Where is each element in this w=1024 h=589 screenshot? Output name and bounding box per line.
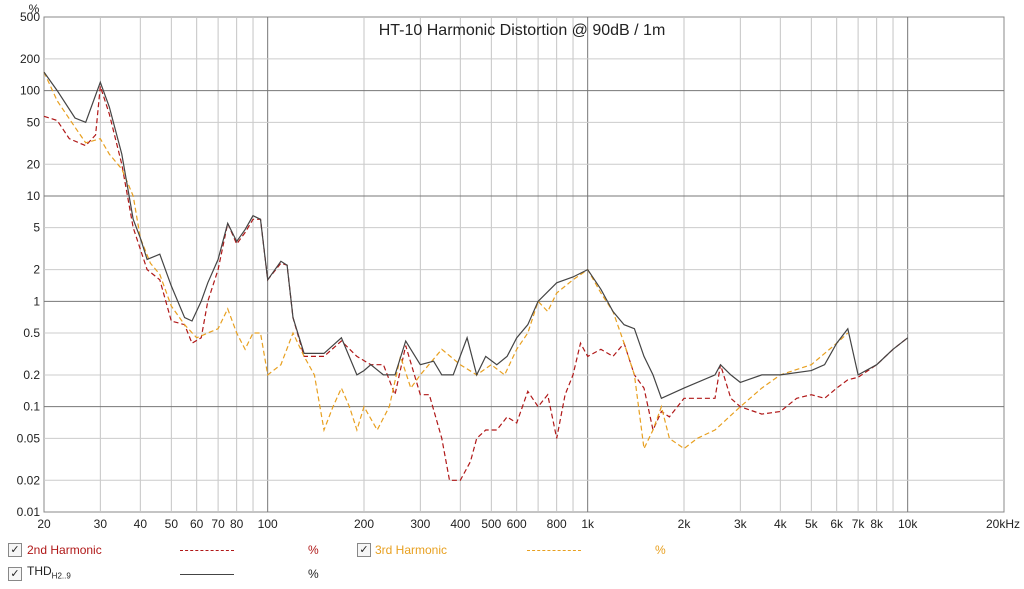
y-tick-label: 0.02 [17, 473, 41, 487]
x-tick-label: 7k [852, 517, 866, 531]
series-line-2nd-harmonic [43, 86, 909, 481]
x-tick-label: 600 [507, 517, 527, 531]
x-tick-label: 500 [481, 517, 501, 531]
chart-title: HT-10 Harmonic Distortion @ 90dB / 1m [379, 22, 666, 39]
x-tick-label: 8k [870, 517, 884, 531]
legend-unit-2nd-harmonic: % [308, 543, 319, 557]
legend-label-2nd-harmonic: 2nd Harmonic [27, 543, 102, 557]
x-tick-label: 10k [898, 517, 918, 531]
plot-area [43, 16, 1005, 513]
y-axis-unit-label: % [29, 2, 40, 16]
y-tick-label: 50 [27, 115, 41, 129]
y-tick-label: 500 [20, 10, 40, 24]
y-tick-label: 100 [20, 84, 40, 98]
y-tick-label: 10 [27, 189, 41, 203]
y-tick-label: 20 [27, 157, 41, 171]
y-tick-label: 0.1 [23, 400, 40, 414]
chart-tick-labels: 20 30 40 50 60 70 80 100 200 300 400 500 600 800 1k 2k 3… [17, 10, 1020, 531]
legend-checkbox-3rd-harmonic[interactable]: ✓ [357, 543, 371, 557]
x-tick-label: 1k [581, 517, 595, 531]
chart-legend: ✓ 2nd Harmonic % ✓ 3rd Harmonic % ✓ THDH… [0, 538, 1024, 589]
x-tick-label: 70 [211, 517, 225, 531]
y-tick-label: 0.2 [23, 368, 40, 382]
x-tick-label: 4k [774, 517, 788, 531]
series-line-thd-h2-9 [43, 71, 909, 400]
chart-series-group [43, 71, 909, 481]
legend-line-2nd-harmonic [180, 550, 234, 551]
y-tick-label: 1 [33, 294, 40, 308]
x-tick-label: 50 [165, 517, 179, 531]
x-tick-label: 6k [830, 517, 844, 531]
legend-line-3rd-harmonic [527, 550, 581, 551]
y-tick-label: 5 [33, 221, 40, 235]
x-tick-label: 40 [134, 517, 148, 531]
legend-label-thd-main: THD [27, 564, 52, 578]
legend-label-thd-sub: H2..9 [51, 571, 71, 581]
distortion-chart: 20 30 40 50 60 70 80 100 200 300 400 500 600 800 1k 2k 3… [17, 2, 1020, 531]
series-line-3rd-harmonic [43, 71, 849, 451]
x-tick-label: 400 [450, 517, 470, 531]
legend-unit-3rd-harmonic: % [655, 543, 666, 557]
x-tick-label: 800 [547, 517, 567, 531]
x-tick-label: 20 [37, 517, 51, 531]
legend-line-thd [180, 574, 234, 575]
legend-label-thd: THDH2..9 [27, 563, 71, 584]
x-tick-label: 80 [230, 517, 244, 531]
x-tick-label: 100 [258, 517, 278, 531]
y-tick-label: 0.05 [17, 431, 41, 445]
legend-unit-thd: % [308, 567, 319, 581]
y-tick-label: 0.5 [23, 326, 40, 340]
legend-checkbox-2nd-harmonic[interactable]: ✓ [8, 543, 22, 557]
chart-grid [43, 16, 1005, 513]
legend-label-3rd-harmonic: 3rd Harmonic [375, 543, 448, 557]
x-tick-label: 60 [190, 517, 204, 531]
y-tick-label: 2 [33, 263, 40, 277]
x-tick-label: 200 [354, 517, 374, 531]
y-tick-label: 0.01 [17, 505, 41, 519]
x-tick-label: 300 [410, 517, 430, 531]
x-tick-label: 30 [94, 517, 108, 531]
x-tick-label: 2k [678, 517, 692, 531]
legend-checkbox-thd[interactable]: ✓ [8, 567, 22, 581]
x-tick-label: 3k [734, 517, 748, 531]
x-tick-label: 20kHz [986, 517, 1020, 531]
x-tick-label: 5k [805, 517, 819, 531]
y-tick-label: 200 [20, 52, 40, 66]
